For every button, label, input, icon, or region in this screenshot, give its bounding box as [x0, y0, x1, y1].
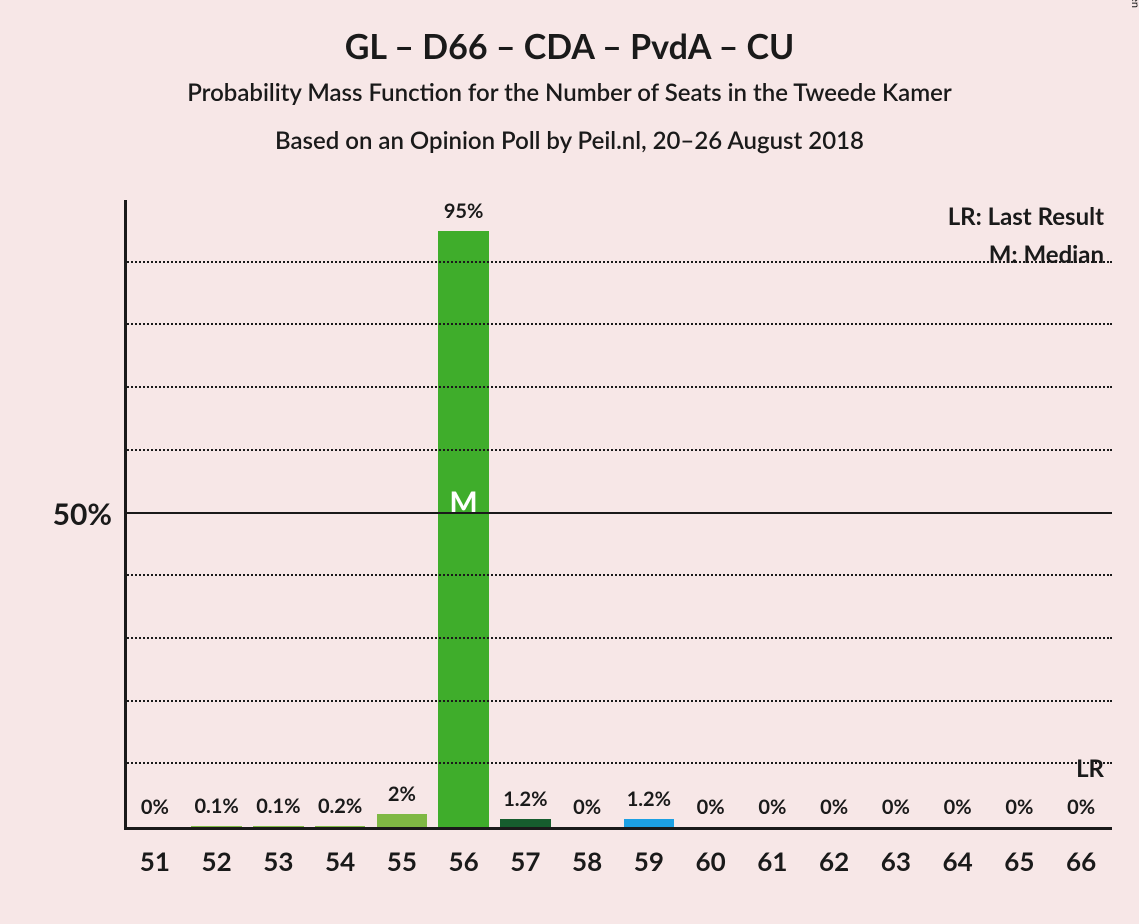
bar-slot: 0%63 — [871, 200, 922, 827]
bar-slot: 1.2%59 — [624, 200, 675, 827]
bar-slot: 0%64 — [932, 200, 983, 827]
y-tick-label: 50% — [53, 496, 124, 532]
bar-slot: 0.1%52 — [191, 200, 242, 827]
bar-slot: 1.2%57 — [500, 200, 551, 827]
bar — [624, 819, 675, 827]
bar-slot: 0%65 — [994, 200, 1045, 827]
bar-value-label: 1.2% — [503, 787, 547, 811]
legend-last-result: LR: Last Result — [948, 202, 1104, 231]
x-tick-label: 61 — [757, 827, 787, 877]
bars-layer: 0%510.1%520.1%530.2%542%5595%M561.2%570%… — [124, 200, 1112, 827]
gridline — [124, 386, 1112, 388]
gridline — [124, 700, 1112, 702]
x-tick-label: 57 — [510, 827, 540, 877]
bar-slot: 0%62 — [809, 200, 860, 827]
x-tick-label: 53 — [263, 827, 293, 877]
bar — [377, 814, 428, 827]
x-tick-label: 55 — [387, 827, 417, 877]
x-tick-label: 65 — [1004, 827, 1034, 877]
x-tick-label: 64 — [943, 827, 973, 877]
bar-value-label: 0% — [944, 795, 972, 819]
gridline — [124, 323, 1112, 325]
legend-median: M: Median — [989, 240, 1104, 269]
bar-slot: 2%55 — [377, 200, 428, 827]
x-tick-label: 58 — [572, 827, 602, 877]
gridline — [124, 762, 1112, 764]
x-tick-label: 51 — [140, 827, 170, 877]
bar-value-label: 0% — [882, 795, 910, 819]
bar-slot: 0%58 — [562, 200, 613, 827]
bar-value-label: 0% — [573, 795, 601, 819]
bar-value-label: 0% — [1005, 795, 1033, 819]
bar-slot: 0%60 — [685, 200, 736, 827]
gridline — [124, 449, 1112, 451]
bar-slot: 95%M56 — [438, 200, 489, 827]
bar-value-label: 95% — [444, 199, 484, 223]
plot-area: 0%510.1%520.1%530.2%542%5595%M561.2%570%… — [124, 200, 1112, 830]
bar — [500, 819, 551, 827]
bar-value-label: 0% — [1067, 795, 1095, 819]
bar-value-label: 1.2% — [627, 787, 671, 811]
bar-value-label: 0% — [141, 795, 169, 819]
bar-value-label: 0% — [697, 795, 725, 819]
x-tick-label: 59 — [634, 827, 664, 877]
x-tick-label: 52 — [202, 827, 232, 877]
bar-slot: 0.1%53 — [253, 200, 304, 827]
bar — [438, 231, 489, 827]
gridline — [124, 574, 1112, 576]
bar-value-label: 0% — [758, 795, 786, 819]
chart-title: GL – D66 – CDA – PvdA – CU — [0, 26, 1139, 67]
bar-value-label: 0.1% — [256, 794, 300, 818]
chart-subtitle-1: Probability Mass Function for the Number… — [0, 78, 1139, 107]
x-tick-label: 62 — [819, 827, 849, 877]
bar-slot: 0.2%54 — [315, 200, 366, 827]
x-tick-label: 63 — [881, 827, 911, 877]
x-tick-label: 60 — [696, 827, 726, 877]
bar-slot: 0%66 — [1056, 200, 1107, 827]
last-result-marker: LR — [1076, 754, 1104, 783]
gridline — [124, 637, 1112, 639]
chart-subtitle-2: Based on an Opinion Poll by Peil.nl, 20–… — [0, 126, 1139, 155]
median-marker: M — [449, 484, 477, 520]
bar-value-label: 0.2% — [318, 794, 362, 818]
x-tick-label: 54 — [325, 827, 355, 877]
bar-value-label: 0% — [820, 795, 848, 819]
gridline-major — [124, 512, 1112, 514]
copyright-text: © 2020 Filip van Laenen — [1129, 0, 1139, 8]
bar-slot: 0%51 — [130, 200, 181, 827]
bar-slot: 0%61 — [747, 200, 798, 827]
chart-container: GL – D66 – CDA – PvdA – CU Probability M… — [0, 0, 1139, 924]
x-tick-label: 66 — [1066, 827, 1096, 877]
bar-value-label: 0.1% — [194, 794, 238, 818]
gridline — [124, 261, 1112, 263]
x-tick-label: 56 — [449, 827, 479, 877]
bar-value-label: 2% — [388, 782, 416, 806]
